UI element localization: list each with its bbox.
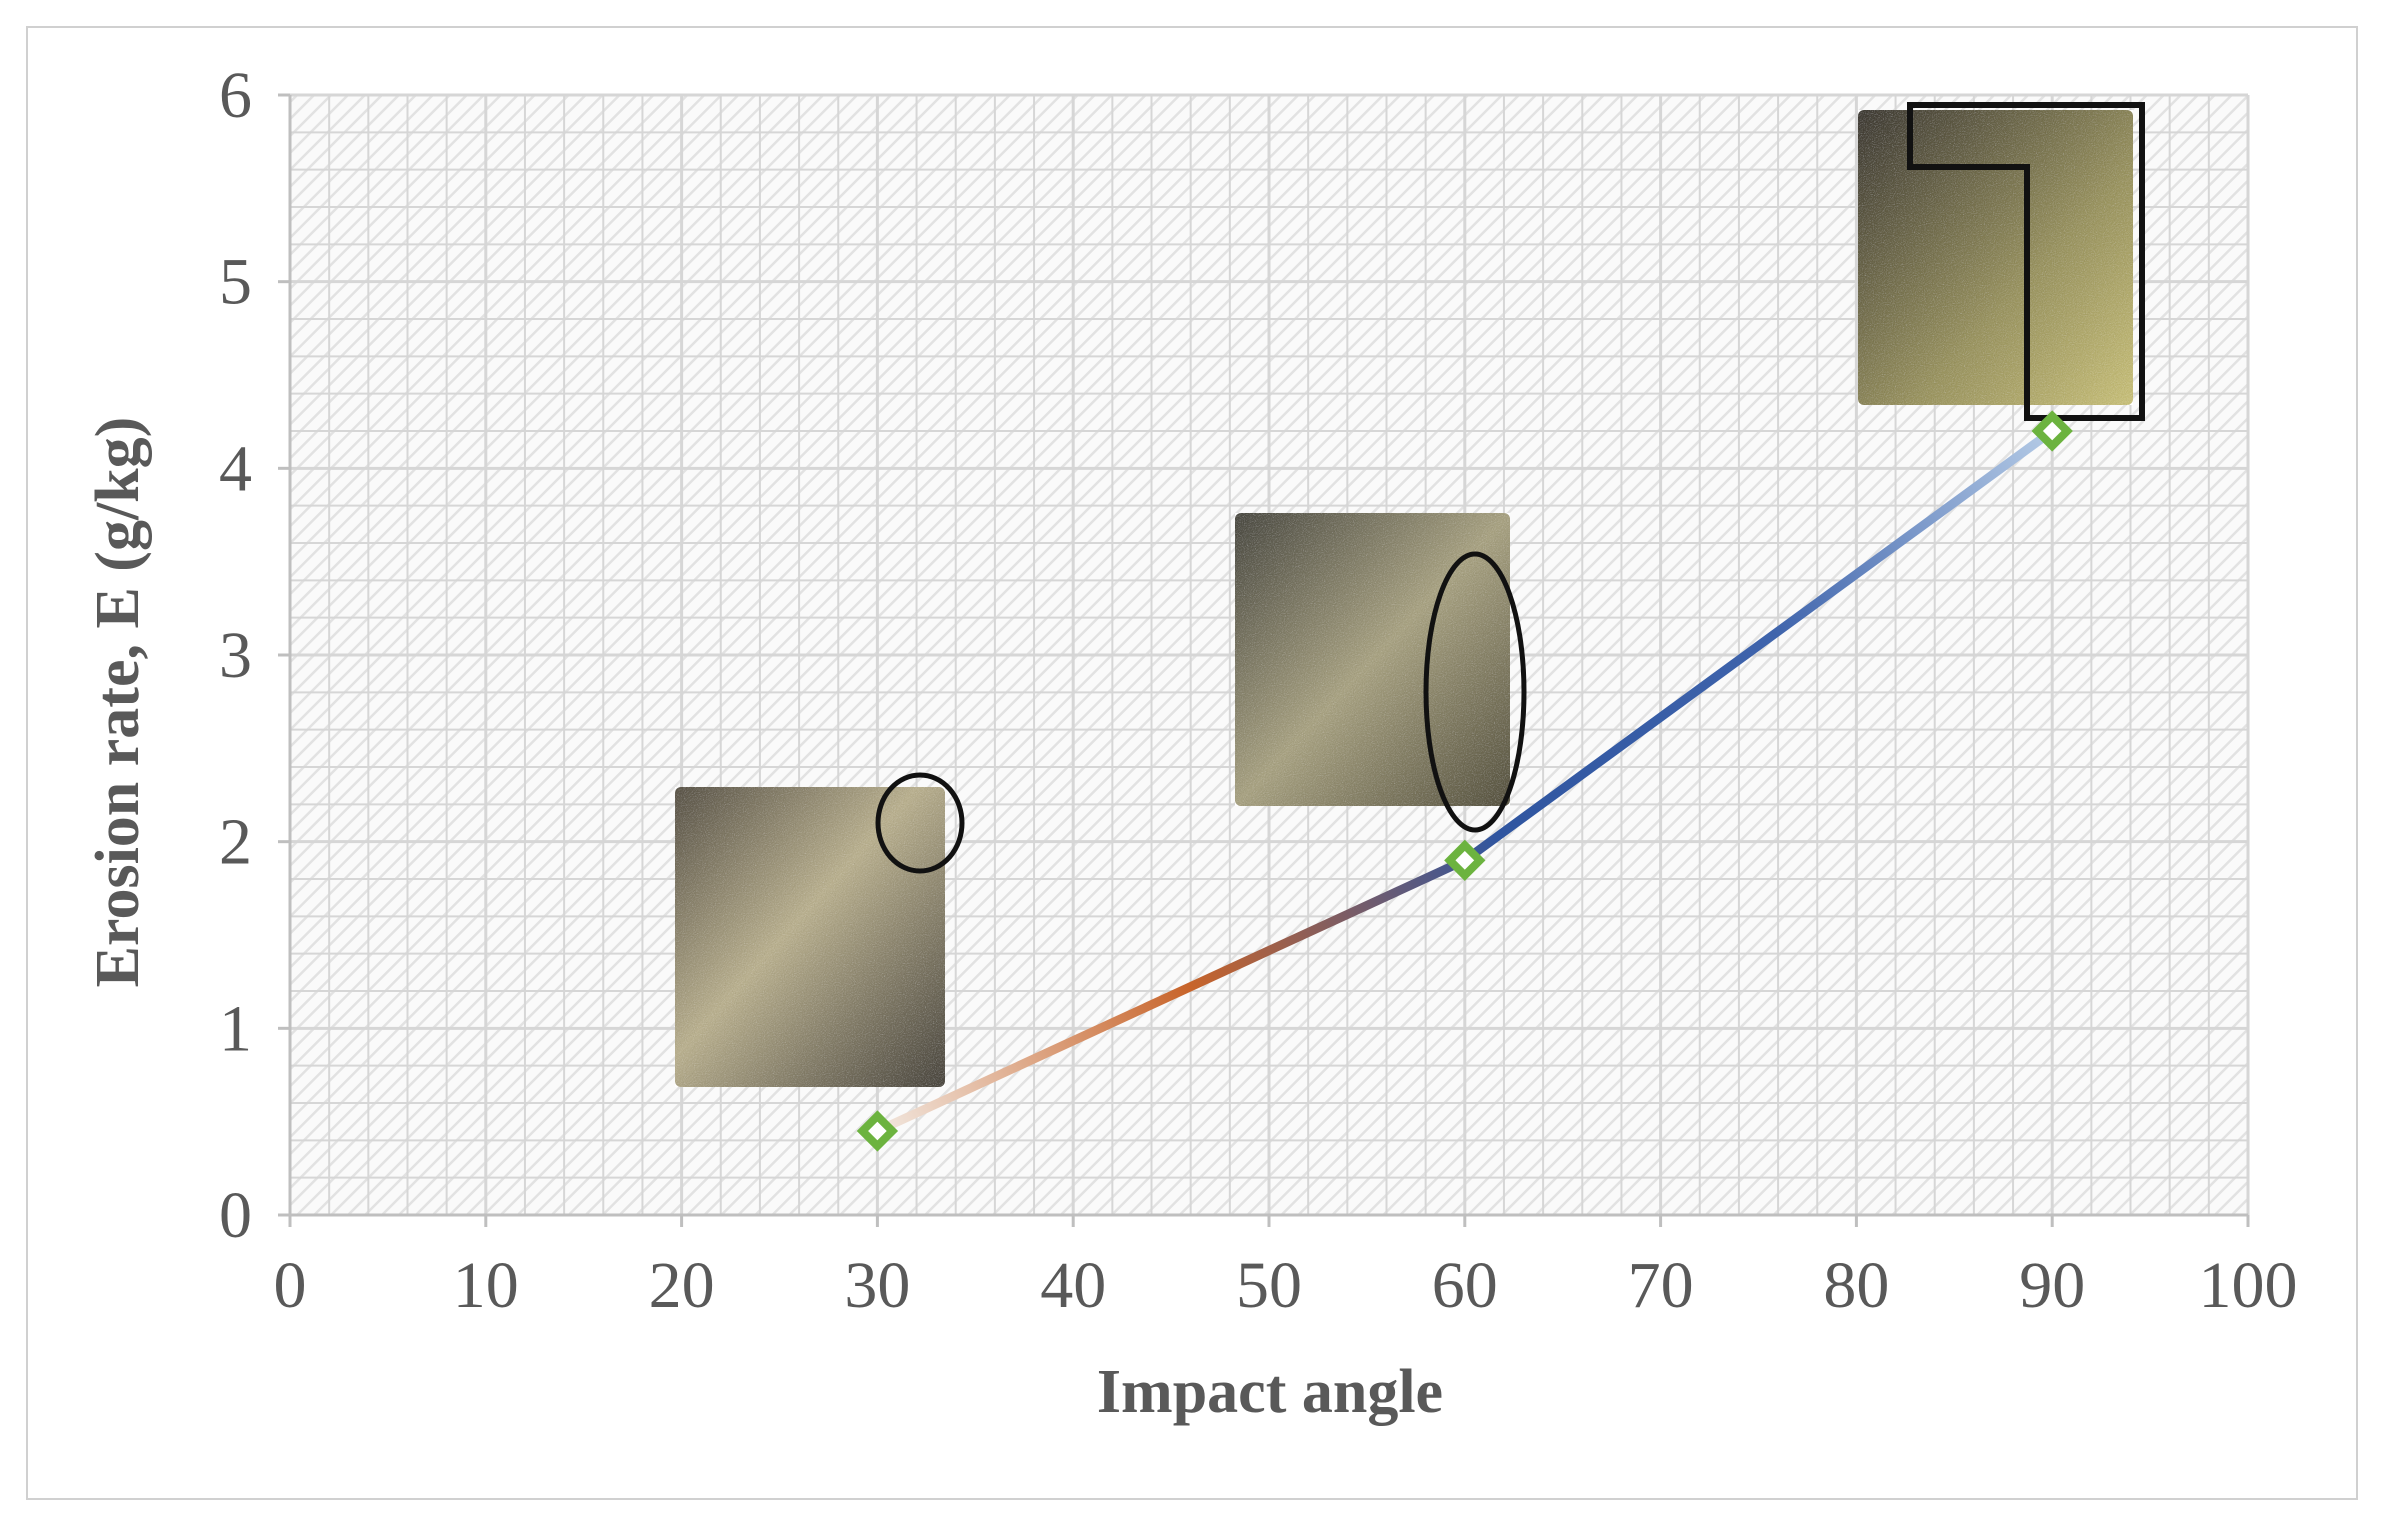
x-tick-label: 40 [1040,1249,1106,1322]
y-tick-label: 0 [219,1179,252,1252]
y-tick-label: 4 [219,432,252,505]
x-tick-label: 60 [1432,1249,1498,1322]
y-tick-label: 2 [219,806,252,879]
eroded-sample-photo [1235,513,1527,833]
data-point-marker [1444,839,1486,881]
y-tick-label: 5 [219,246,252,319]
data-markers [856,410,2073,1152]
data-point-marker [2031,410,2073,452]
y-axis-title: Erosion rate, E (g/kg) [84,417,152,988]
y-tick-label: 3 [219,619,252,692]
ellipse-annotation [1423,551,1527,833]
y-tick-label: 6 [219,59,252,132]
x-tick-label: 70 [1628,1249,1694,1322]
data-point-marker [856,1110,899,1152]
axes [278,93,2250,1227]
x-tick-label: 90 [2019,1249,2085,1322]
x-tick-label: 20 [649,1249,715,1322]
x-tick-label: 0 [274,1249,307,1322]
rectangle-annotation [1907,102,2145,421]
eroded-sample-photo [1858,102,2145,421]
sample-photo [675,787,945,1087]
x-tick-label: 10 [453,1249,519,1322]
sample-photos [675,102,2145,1087]
y-tick-label: 1 [219,992,252,1065]
x-tick-label: 80 [1823,1249,1889,1322]
eroded-sample-photo [675,772,965,1087]
circle-annotation [875,772,965,874]
x-tick-label: 100 [2199,1249,2298,1322]
tick-labels: 0 10 20 30 40 50 60 70 80 90 100 0 1 2 3 4 5 6 [219,59,2298,1322]
x-tick-label: 50 [1236,1249,1302,1322]
sample-photo [1858,110,2133,405]
x-axis-title: Impact angle [1097,1358,1443,1426]
x-tick-label: 30 [844,1249,910,1322]
